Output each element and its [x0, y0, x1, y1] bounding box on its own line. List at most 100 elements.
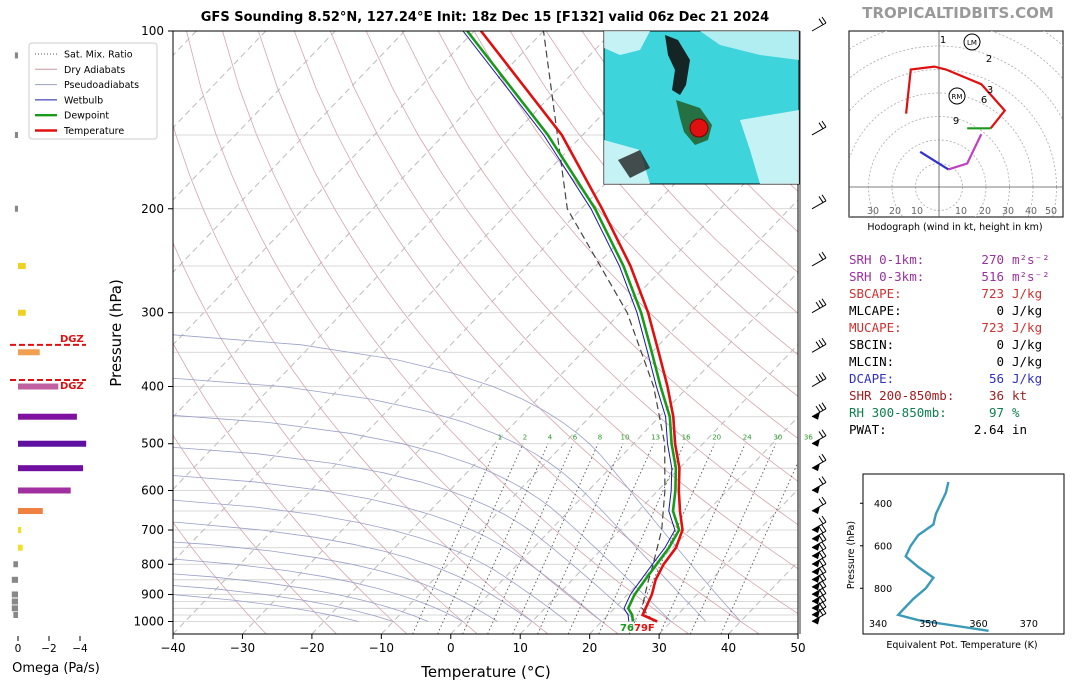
mixing-ratio-label: 20 [712, 434, 721, 442]
legend-label: Temperature [63, 126, 124, 137]
omega-bar [18, 527, 22, 534]
satellite-map-inset [603, 30, 800, 185]
location-marker-icon [689, 118, 709, 138]
x-tick-label: 50 [790, 641, 805, 655]
mixing-ratio-line [598, 443, 685, 634]
index-unit: J/kg [1012, 320, 1042, 335]
index-unit: % [1012, 405, 1020, 420]
index-unit: J/kg [1012, 286, 1042, 301]
mixing-ratio-label: 10 [621, 434, 630, 442]
site-watermark: TROPICALTIDBITS.COM [862, 4, 1054, 22]
index-label: DCAPE: [849, 371, 894, 386]
omega-tick-label: 0 [15, 643, 22, 655]
dry-adiabat [173, 123, 549, 634]
pseudoadiabat [173, 499, 568, 622]
mixing-ratio-label: 6 [573, 434, 578, 442]
x-tick-label: −20 [299, 641, 324, 655]
dewpoint-line [466, 31, 681, 622]
omega-bar [18, 383, 59, 390]
y-tick-label: 800 [141, 557, 164, 571]
storm-motion-label: LM [967, 39, 977, 47]
pseudoadiabat [173, 334, 741, 622]
dgz-label: DGZ [60, 381, 84, 392]
hodograph-trace [919, 150, 949, 171]
mixing-ratio-line [537, 443, 624, 634]
hodograph-tick-label: 20 [979, 206, 991, 217]
hodograph-trace [905, 65, 1007, 129]
legend-label: Sat. Mix. Ratio [64, 50, 133, 61]
index-unit: kt [1012, 388, 1027, 403]
omega-bar [13, 611, 18, 618]
mixing-ratio-line [628, 443, 716, 634]
omega-bar [13, 561, 18, 568]
dry-adiabat [258, 31, 760, 634]
dry-adiabat [173, 241, 478, 634]
dry-adiabat [473, 31, 798, 397]
index-label: SBCAPE: [849, 286, 902, 301]
omega-bar [18, 262, 26, 269]
omega-bar [18, 440, 87, 447]
mixing-ratio-line [437, 443, 524, 634]
dry-adiabat [509, 31, 798, 356]
mixing-ratio-line [689, 443, 777, 634]
hodograph-height-label: 1 [940, 35, 946, 46]
hodograph-tick-label: 20 [889, 206, 901, 217]
dry-adiabat [365, 31, 798, 526]
index-value: 0 [996, 303, 1004, 318]
chart-title: GFS Sounding 8.52°N, 127.24°E Init: 18z … [201, 10, 769, 25]
hodograph-trace [948, 133, 983, 171]
y-tick-label: 700 [141, 523, 164, 537]
wind-barb-icon [811, 549, 827, 568]
y-tick-label: 900 [141, 587, 164, 601]
parcel-trace [542, 31, 666, 622]
mixing-ratio-line [659, 443, 746, 634]
wind-barb-icon [811, 476, 827, 494]
skewt-xlabel: Temperature (°C) [420, 663, 550, 681]
wind-barb-icon [811, 580, 827, 598]
index-label: MLCIN: [849, 354, 894, 369]
wind-barb-icon [811, 587, 827, 605]
skewt-frame [172, 30, 799, 635]
hodograph-height-label: 9 [953, 116, 959, 127]
surface-temperature-label: 79F [634, 623, 655, 634]
index-value: 723 [981, 320, 1004, 335]
omega-bar [18, 544, 23, 551]
index-value: 0 [996, 337, 1004, 352]
index-unit: J/kg [1012, 371, 1042, 386]
theta-e-y-tick-label: 600 [874, 541, 892, 552]
omega-bar [18, 508, 43, 515]
omega-tick-label: −4 [72, 643, 88, 655]
wind-barb-icon [811, 16, 827, 32]
hodograph-height-label: 6 [981, 95, 987, 106]
index-unit: J/kg [1012, 303, 1042, 318]
omega-bar [18, 487, 71, 494]
omega-bar [18, 413, 77, 420]
x-tick-label: 40 [721, 641, 736, 655]
theta-e-line [895, 481, 989, 632]
index-unit: m²s⁻² [1012, 269, 1050, 284]
dry-adiabat [401, 31, 798, 482]
omega-bar [18, 465, 84, 472]
legend-label: Dry Adiabats [64, 65, 125, 76]
index-value: 0 [996, 354, 1004, 369]
isotherm [311, 126, 798, 634]
theta-e-y-tick-label: 400 [874, 499, 892, 510]
mixing-ratio-label: 4 [548, 434, 553, 442]
surface-dewpoint-label: 76 [620, 623, 634, 634]
omega-plot: DGZ DGZ 0 −2 −4 [10, 52, 88, 655]
mixing-ratio-line [462, 443, 549, 634]
omega-tick-label: −2 [41, 643, 56, 655]
hodograph-tick-label: 10 [955, 206, 967, 217]
y-tick-label: 500 [141, 437, 164, 451]
legend-label: Wetbulb [64, 95, 103, 106]
dry-adiabat [173, 521, 267, 634]
wind-barb-icon [811, 533, 827, 551]
skewt-ylabel: Pressure (hPa) [107, 279, 125, 387]
storm-motion-label: RM [952, 93, 963, 101]
omega-bar [11, 598, 18, 605]
hodograph-title: Hodograph (wind in kt, height in km) [867, 222, 1042, 233]
mixing-ratio-label: 1 [498, 434, 502, 442]
skewt-background-lines [173, 31, 798, 634]
dry-adiabat [437, 31, 798, 440]
wind-barb-icon [811, 453, 827, 472]
